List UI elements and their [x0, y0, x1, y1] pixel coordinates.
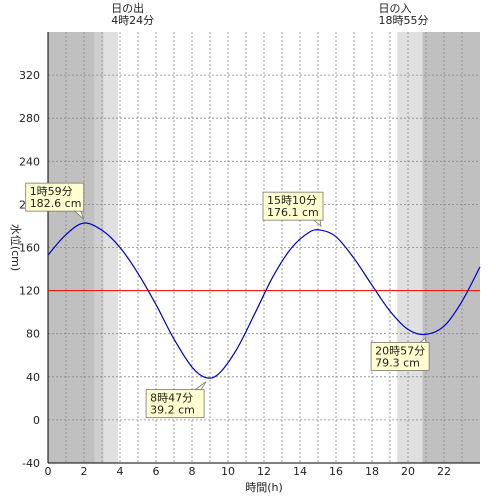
x-axis-label: 時間(h) — [245, 481, 283, 494]
callout-pointer — [312, 219, 322, 228]
sunrise-time: 4時24分 — [111, 14, 154, 27]
callout-value: 176.1 cm — [267, 206, 319, 219]
twilight-band-2 — [103, 32, 119, 463]
callout-value: 182.6 cm — [30, 197, 82, 210]
y-tick-label: 80 — [26, 328, 40, 341]
y-tick-label: 40 — [26, 371, 40, 384]
x-tick-label: 22 — [437, 465, 451, 478]
x-tick-label: 12 — [257, 465, 271, 478]
y-tick-label: 280 — [19, 112, 40, 125]
y-tick-label: -40 — [22, 457, 40, 470]
callout-value: 79.3 cm — [375, 356, 420, 369]
sunset-label: 日の入 — [379, 2, 412, 15]
callout-time: 15時10分 — [267, 194, 317, 207]
sunrise-label: 日の出 — [111, 1, 144, 15]
x-tick-label: 4 — [117, 465, 124, 478]
callout-time: 8時47分 — [150, 392, 193, 405]
x-tick-label: 2 — [81, 465, 88, 478]
x-tick-label: 0 — [45, 465, 52, 478]
x-tick-label: 16 — [329, 465, 343, 478]
x-tick-label: 10 — [221, 465, 235, 478]
twilight-band-4 — [422, 32, 480, 463]
y-tick-label: 0 — [33, 414, 40, 427]
callout-time: 1時59分 — [30, 185, 73, 198]
y-axis-label: 水位(cm) — [9, 224, 23, 271]
y-tick-label: 120 — [19, 285, 40, 298]
y-tick-label: 160 — [19, 242, 40, 255]
callout-box — [145, 389, 205, 419]
x-tick-label: 6 — [153, 465, 160, 478]
twilight-band-0 — [48, 32, 95, 463]
y-tick-labels: -4004080120160200240280320 — [19, 69, 40, 470]
sun-lines — [126, 32, 390, 463]
x-tick-label: 14 — [293, 465, 307, 478]
tide-curve — [47, 222, 481, 379]
x-tick-label: 20 — [401, 465, 415, 478]
sunset-time: 18時55分 — [379, 14, 429, 27]
callout-box — [370, 342, 430, 371]
x-tick-label: 8 — [189, 465, 196, 478]
callout-pointer — [193, 381, 207, 391]
x-tick-label: 18 — [365, 465, 379, 478]
twilight-band-1 — [94, 32, 104, 463]
callout-time: 20時57分 — [375, 344, 425, 357]
y-tick-label: 240 — [19, 155, 40, 168]
x-tick-labels: 0 2 4 6 8 10 12 14 16 18 20 22 — [45, 465, 452, 478]
callout-box — [262, 191, 324, 221]
y-tick-label: 320 — [19, 69, 40, 82]
callout-box — [25, 182, 85, 212]
callout-value: 39.2 cm — [150, 404, 195, 417]
